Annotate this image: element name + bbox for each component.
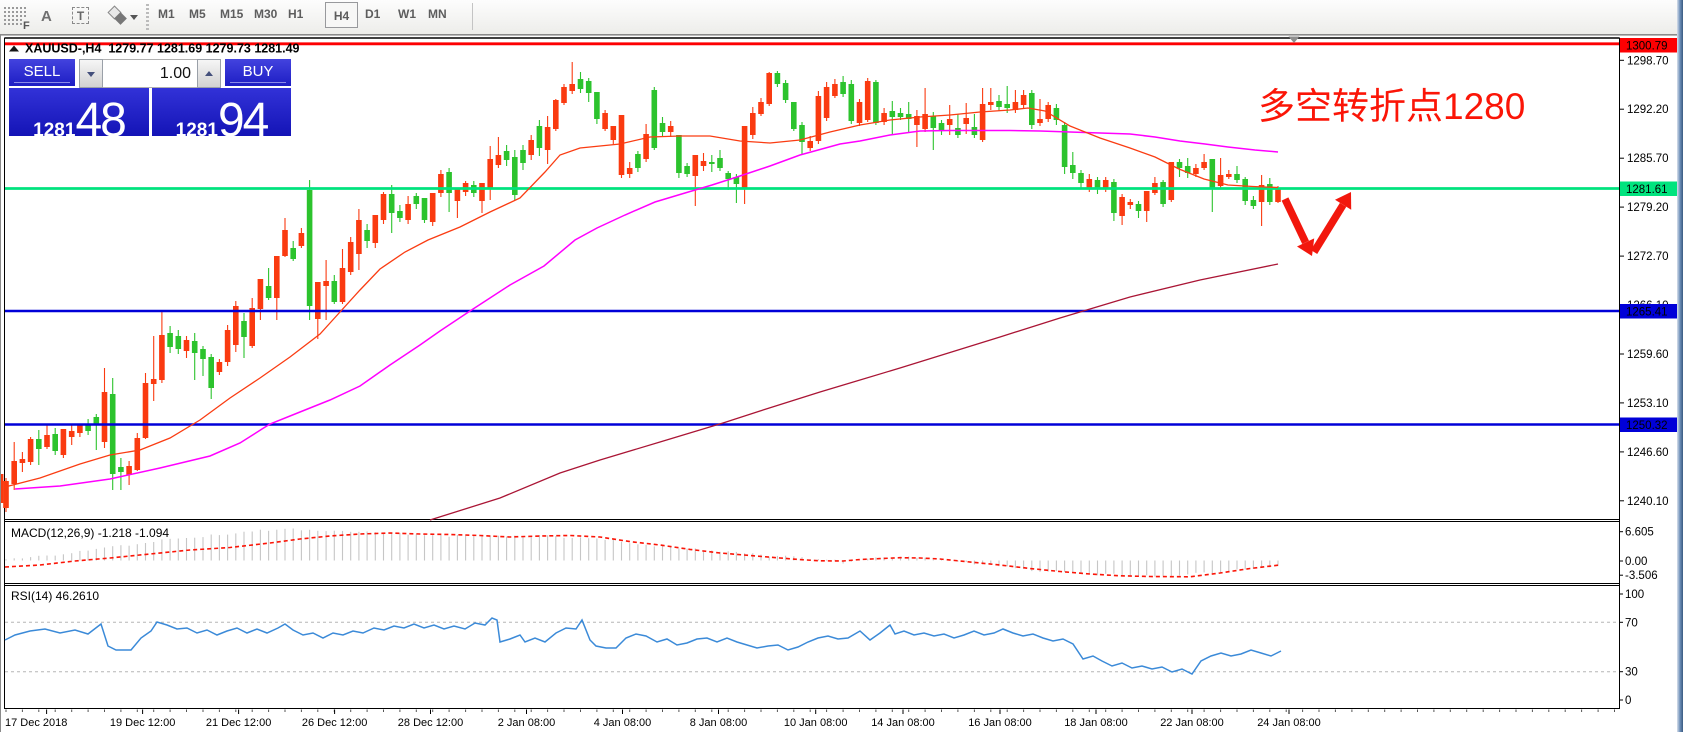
svg-text:2 Jan 08:00: 2 Jan 08:00 [498, 717, 556, 729]
svg-text:17 Dec 2018: 17 Dec 2018 [5, 717, 67, 729]
svg-text:16 Jan 08:00: 16 Jan 08:00 [968, 717, 1032, 729]
svg-text:4 Jan 08:00: 4 Jan 08:00 [594, 717, 652, 729]
svg-text:14 Jan 08:00: 14 Jan 08:00 [871, 717, 935, 729]
svg-text:21 Dec 12:00: 21 Dec 12:00 [206, 717, 271, 729]
svg-text:1253.10: 1253.10 [1627, 398, 1669, 410]
svg-text:1240.10: 1240.10 [1627, 496, 1669, 508]
svg-text:1279.20: 1279.20 [1627, 202, 1669, 214]
svg-text:RSI(14) 46.2610: RSI(14) 46.2610 [11, 589, 99, 603]
svg-text:1300.79: 1300.79 [1626, 41, 1668, 53]
svg-text:1292.20: 1292.20 [1627, 104, 1669, 116]
svg-text:1285.70: 1285.70 [1627, 153, 1669, 165]
svg-text:18 Jan 08:00: 18 Jan 08:00 [1064, 717, 1128, 729]
svg-text:1259.60: 1259.60 [1627, 349, 1669, 361]
svg-text:0.00: 0.00 [1625, 556, 1647, 568]
svg-text:6.605: 6.605 [1625, 527, 1654, 539]
svg-text:10 Jan 08:00: 10 Jan 08:00 [784, 717, 848, 729]
svg-text:100: 100 [1625, 589, 1644, 601]
svg-text:1250.32: 1250.32 [1626, 420, 1668, 432]
svg-text:XAUUSD-,H4 1279.77 1281.69 12: XAUUSD-,H4 1279.77 1281.69 1279.73 1281.… [25, 42, 300, 56]
svg-text:8 Jan 08:00: 8 Jan 08:00 [690, 717, 748, 729]
svg-text:-3.506: -3.506 [1625, 570, 1658, 582]
svg-text:MACD(12,26,9) -1.218 -1.094: MACD(12,26,9) -1.218 -1.094 [11, 526, 169, 540]
svg-text:19 Dec 12:00: 19 Dec 12:00 [110, 717, 175, 729]
svg-text:1298.70: 1298.70 [1627, 55, 1669, 67]
svg-text:22 Jan 08:00: 22 Jan 08:00 [1160, 717, 1224, 729]
svg-text:1265.41: 1265.41 [1626, 307, 1668, 319]
svg-text:1246.60: 1246.60 [1627, 447, 1669, 459]
svg-text:F: F [23, 20, 30, 30]
svg-text:1280: 1280 [1443, 86, 1525, 127]
svg-text:24 Jan 08:00: 24 Jan 08:00 [1257, 717, 1321, 729]
svg-text:1281.61: 1281.61 [1626, 184, 1668, 196]
svg-text:1272.70: 1272.70 [1627, 251, 1669, 263]
svg-text:28 Dec 12:00: 28 Dec 12:00 [398, 717, 463, 729]
svg-text:26 Dec 12:00: 26 Dec 12:00 [302, 717, 367, 729]
svg-text:30: 30 [1625, 667, 1638, 679]
svg-text:70: 70 [1625, 617, 1638, 629]
svg-text:0: 0 [1625, 695, 1631, 707]
